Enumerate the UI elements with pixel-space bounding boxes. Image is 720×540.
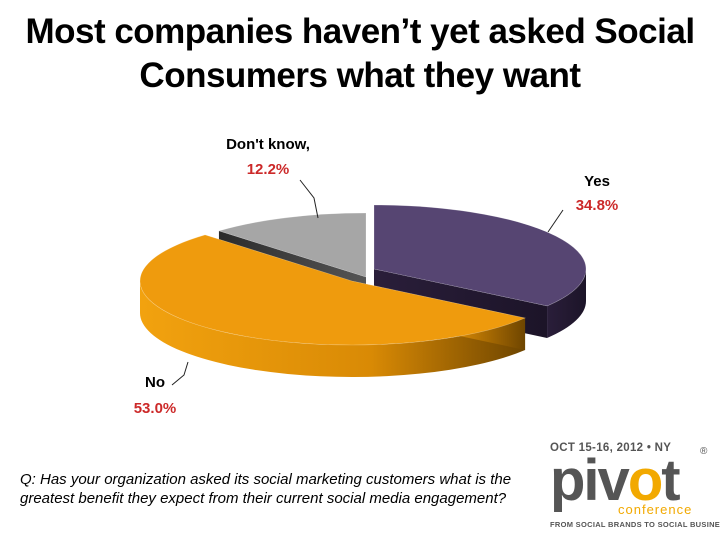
- logo-tagline: FROM SOCIAL BRANDS TO SOCIAL BUSINESS: [550, 520, 720, 529]
- leader-lines: [171, 179, 564, 386]
- slice-don-t-know: [217, 212, 367, 278]
- survey-question: Q: Has your organization asked its socia…: [20, 471, 512, 507]
- value-dont-know: 12.2%: [247, 161, 290, 178]
- slice-labels: Don't know, 12.2% Yes 34.8% No 53.0%: [134, 136, 619, 417]
- slice-side-no-0: [140, 281, 526, 377]
- value-yes: 34.8%: [576, 197, 619, 214]
- logo-conference: conference: [618, 502, 693, 517]
- leader-no: [171, 361, 189, 386]
- slice-yes: [373, 204, 587, 307]
- logo-date: OCT 15-16, 2012 • NY: [550, 442, 672, 454]
- pie-slices: [139, 204, 587, 377]
- leader-yes: [547, 209, 564, 233]
- slice-side-yes-0: [547, 269, 586, 338]
- title-line-2: Consumers what they want: [139, 56, 581, 95]
- pivot-conference-logo: OCT 15-16, 2012 • NY ® pivot conference …: [548, 442, 720, 534]
- label-dont-know: Don't know,: [226, 136, 310, 153]
- leader-dont-know: [299, 179, 319, 219]
- label-yes: Yes: [584, 173, 610, 190]
- registered-mark: ®: [700, 446, 708, 457]
- page-title: Most companies haven’t yet asked Social …: [0, 10, 720, 98]
- pie-chart: Don't know, 12.2% Yes 34.8% No 53.0%: [134, 136, 619, 417]
- label-no: No: [145, 374, 165, 391]
- slice-no: [139, 234, 527, 346]
- value-no: 53.0%: [134, 400, 177, 417]
- logo-wordmark: pivot: [550, 448, 681, 513]
- title-line-1: Most companies haven’t yet asked Social: [25, 12, 695, 51]
